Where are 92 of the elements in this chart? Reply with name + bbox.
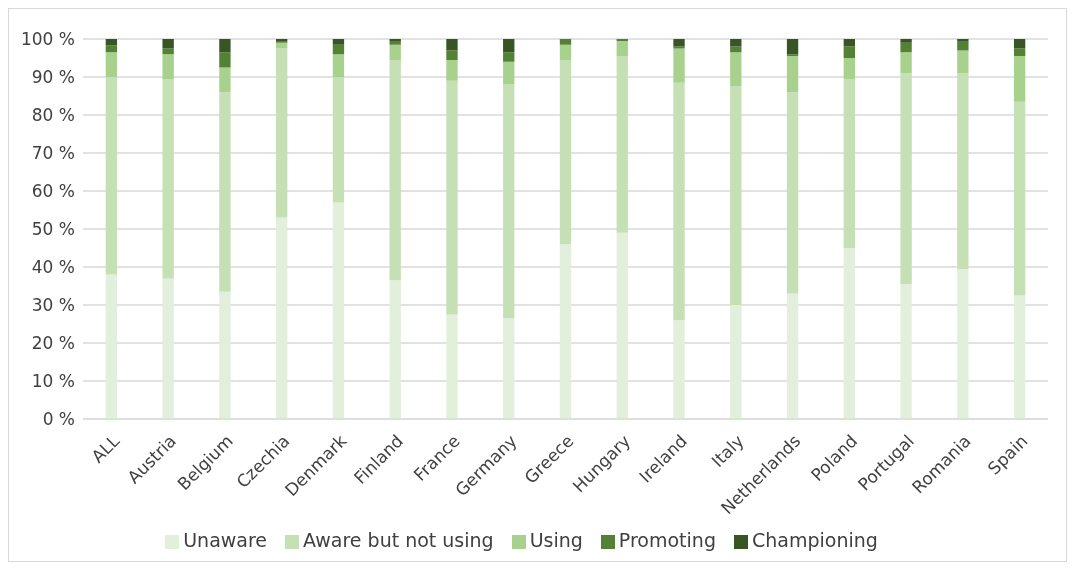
bar <box>900 39 912 43</box>
bar <box>673 320 685 419</box>
bar <box>786 56 799 93</box>
bar <box>900 52 912 74</box>
legend-label: Unaware <box>183 529 268 551</box>
bar <box>332 54 345 77</box>
bar <box>219 291 231 419</box>
bar <box>1013 39 1026 49</box>
bar <box>276 42 288 49</box>
x-tick-label: ALL <box>87 430 124 467</box>
bar <box>843 248 855 419</box>
bar <box>730 52 742 87</box>
bar <box>616 56 628 233</box>
bar <box>786 92 799 294</box>
bar <box>1013 295 1026 419</box>
y-tick-label: 30 % <box>31 295 75 316</box>
bar <box>162 278 174 419</box>
bar <box>843 39 855 47</box>
bar <box>616 232 628 419</box>
bar <box>446 59 458 81</box>
bar <box>957 50 969 74</box>
bar <box>843 58 855 79</box>
bar <box>503 318 515 419</box>
bar <box>1013 56 1026 102</box>
y-tick-label: 80 % <box>31 105 75 126</box>
bar <box>389 40 401 45</box>
bar <box>276 217 288 419</box>
bar <box>1013 48 1026 57</box>
bar <box>162 78 174 279</box>
bar <box>332 44 345 55</box>
bar <box>673 39 685 47</box>
bar <box>503 39 515 53</box>
y-tick-label: 60 % <box>31 181 75 202</box>
bar <box>673 48 685 83</box>
bar <box>730 39 742 47</box>
bar <box>162 48 174 55</box>
bar <box>559 59 572 245</box>
bar <box>503 61 515 85</box>
bar <box>616 40 628 57</box>
bar <box>276 48 288 218</box>
bar <box>389 280 401 419</box>
bar <box>446 314 458 419</box>
legend-label: Aware but not using <box>303 529 494 551</box>
bar <box>219 39 231 53</box>
bar <box>219 67 231 93</box>
bar <box>162 54 174 79</box>
y-tick-label: 50 % <box>31 219 75 240</box>
bar <box>843 78 855 248</box>
bar <box>786 293 799 419</box>
legend-label: Championing <box>751 529 878 551</box>
bar <box>446 80 458 315</box>
y-tick-label: 20 % <box>31 333 75 354</box>
bar <box>446 39 458 51</box>
bar <box>162 39 174 49</box>
bar <box>105 45 118 53</box>
bar <box>673 82 685 321</box>
bar <box>105 39 118 46</box>
bar <box>332 39 345 45</box>
bar <box>786 39 799 55</box>
bar <box>105 77 118 275</box>
bar <box>730 86 742 305</box>
bar <box>389 44 401 60</box>
y-tick-label: 40 % <box>31 257 75 278</box>
y-tick-label: 70 % <box>31 143 75 164</box>
bar <box>1013 101 1026 296</box>
bar <box>559 44 572 60</box>
bar <box>957 268 969 419</box>
bar <box>389 59 401 281</box>
y-tick-label: 0 % <box>42 409 75 430</box>
y-tick-label: 10 % <box>31 371 75 392</box>
bar <box>105 274 118 419</box>
bar <box>219 52 231 68</box>
bar <box>503 52 515 62</box>
bar <box>957 73 969 269</box>
bar <box>559 39 572 45</box>
legend-label: Promoting <box>618 529 716 551</box>
bar <box>900 42 912 53</box>
bar <box>332 77 345 203</box>
bar <box>957 40 969 51</box>
bar <box>559 244 572 419</box>
bar <box>843 46 855 58</box>
bar <box>900 73 912 285</box>
bar <box>219 92 231 292</box>
bar <box>105 52 118 77</box>
bar <box>730 305 742 419</box>
bar <box>900 284 912 419</box>
bar <box>332 202 345 419</box>
y-tick-label: 100 % <box>20 29 75 50</box>
y-tick-label: 90 % <box>31 67 75 88</box>
legend-label: Using <box>529 529 583 551</box>
bar <box>446 50 458 60</box>
bar <box>503 84 515 319</box>
